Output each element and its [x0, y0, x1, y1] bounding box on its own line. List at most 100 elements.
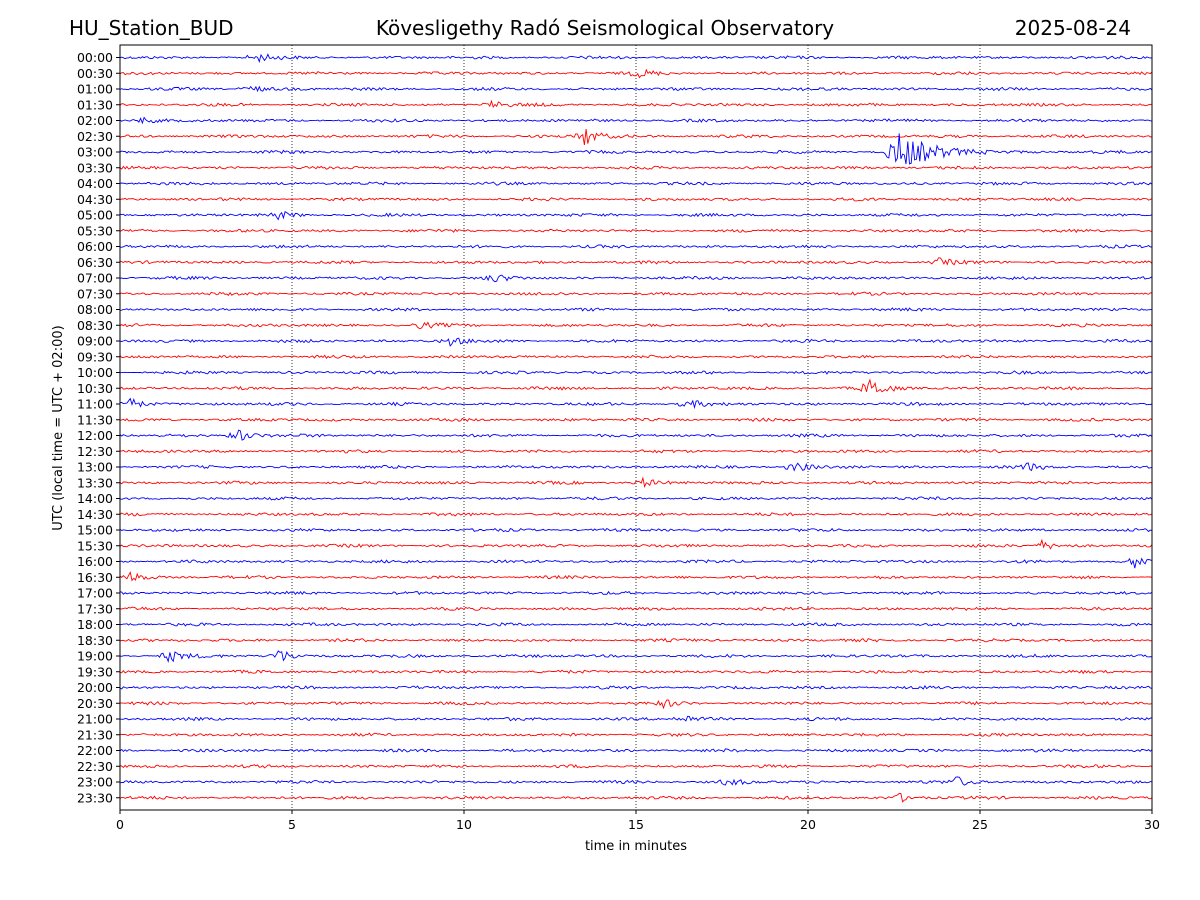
y-tick-label: 08:30	[77, 318, 113, 333]
trace-1030	[119, 378, 1153, 393]
trace-0800	[119, 307, 1153, 312]
y-tick-label: 13:00	[77, 460, 113, 475]
trace-1900	[119, 650, 1153, 664]
trace-0130	[119, 99, 1153, 109]
y-tick-label: 23:30	[77, 790, 113, 805]
trace-1800	[120, 622, 1153, 627]
trace-0830	[119, 321, 1153, 329]
trace-2200	[119, 748, 1153, 753]
trace-0030	[119, 68, 1153, 79]
trace-0930	[119, 354, 1153, 359]
y-tick-label: 07:30	[77, 286, 113, 301]
y-axis-label: UTC (local time = UTC + 02:00)	[51, 325, 66, 530]
y-tick-label: 23:00	[77, 775, 113, 790]
trace-1000	[119, 370, 1152, 375]
trace-1430	[119, 512, 1153, 517]
y-tick-label: 14:00	[77, 491, 113, 506]
y-tick-label: 16:30	[77, 570, 113, 585]
trace-0900	[119, 337, 1153, 347]
x-axis: 0 5 10 15 20 25 30	[116, 810, 1160, 832]
trace-1700	[119, 590, 1153, 596]
x-tick-label: 25	[972, 817, 988, 832]
station-title: HU_Station_BUD	[69, 16, 234, 40]
trace-1130	[119, 417, 1153, 422]
y-tick-label: 01:00	[77, 82, 113, 97]
y-tick-label: 04:30	[77, 192, 113, 207]
trace-1300	[120, 462, 1153, 472]
y-tick-label: 19:30	[77, 664, 113, 679]
y-tick-label: 06:30	[77, 255, 113, 270]
y-tick-label: 05:30	[77, 223, 113, 238]
trace-2230	[119, 764, 1153, 769]
trace-0500	[119, 211, 1153, 221]
trace-0100	[119, 85, 1153, 93]
y-tick-label: 15:30	[77, 538, 113, 553]
trace-2300	[119, 776, 1153, 786]
x-axis-label: time in minutes	[585, 839, 687, 854]
trace-0300	[119, 133, 1153, 165]
trace-1500	[119, 527, 1153, 533]
y-tick-label: 16:00	[77, 554, 113, 569]
chart-title: Köveslig­ethy Radó Seismological Observa…	[376, 16, 834, 40]
trace-1730	[119, 606, 1153, 611]
trace-1830	[119, 637, 1153, 643]
y-tick-label: 05:00	[77, 208, 113, 223]
y-tick-label: 22:30	[77, 759, 113, 774]
x-tick-label: 5	[288, 817, 296, 832]
y-tick-label: 14:30	[77, 507, 113, 522]
trace-1930	[119, 669, 1153, 675]
y-tick-label: 10:30	[77, 381, 113, 396]
trace-0230	[119, 129, 1153, 145]
x-tick-label: 0	[116, 817, 124, 832]
y-tick-label: 13:30	[77, 475, 113, 490]
y-tick-label: 00:30	[77, 66, 113, 81]
trace-2330	[119, 793, 1153, 803]
y-tick-label: 02:30	[77, 129, 113, 144]
date-title: 2025-08-24	[1015, 16, 1131, 40]
trace-group	[119, 53, 1153, 803]
trace-1530	[119, 538, 1153, 550]
trace-0000	[119, 53, 1153, 64]
x-tick-label: 15	[628, 817, 644, 832]
y-tick-label: 02:00	[77, 113, 113, 128]
y-tick-label: 15:00	[77, 523, 113, 538]
y-tick-label: 12:30	[77, 444, 113, 459]
x-tick-label: 30	[1144, 817, 1160, 832]
trace-1600	[119, 557, 1153, 569]
trace-0200	[119, 116, 1153, 125]
y-tick-label: 17:00	[77, 586, 113, 601]
y-tick-label: 18:00	[77, 617, 113, 632]
trace-0530	[119, 228, 1153, 234]
y-tick-label: 11:00	[77, 397, 113, 412]
trace-0430	[119, 197, 1153, 202]
y-tick-label: 10:00	[77, 365, 113, 380]
y-tick-label: 18:30	[77, 633, 113, 648]
trace-1230	[119, 449, 1153, 454]
y-tick-label: 20:00	[77, 680, 113, 695]
y-tick-label: 21:00	[77, 712, 113, 727]
trace-0630	[119, 257, 1153, 266]
y-tick-label: 00:00	[77, 50, 113, 65]
trace-0730	[119, 291, 1153, 296]
trace-0600	[119, 244, 1153, 249]
x-tick-label: 10	[456, 817, 472, 832]
grid-lines	[291, 45, 981, 810]
y-tick-label: 21:30	[77, 727, 113, 742]
trace-1630	[119, 571, 1153, 582]
trace-1100	[119, 397, 1153, 410]
y-tick-label: 04:00	[77, 176, 113, 191]
y-tick-label: 09:30	[77, 349, 113, 364]
trace-0400	[119, 181, 1153, 186]
trace-2100	[120, 715, 1153, 722]
y-tick-label: 06:00	[77, 239, 113, 254]
trace-1200	[119, 429, 1153, 441]
y-tick-label: 20:30	[77, 696, 113, 711]
y-axis: 00:0000:3001:0001:3002:0002:3003:0003:30…	[77, 50, 120, 805]
y-tick-label: 19:00	[77, 649, 113, 664]
trace-2030	[119, 699, 1153, 710]
trace-2000	[119, 685, 1153, 690]
y-tick-label: 07:00	[77, 271, 113, 286]
y-tick-label: 12:00	[77, 428, 113, 443]
y-tick-label: 08:00	[77, 302, 113, 317]
